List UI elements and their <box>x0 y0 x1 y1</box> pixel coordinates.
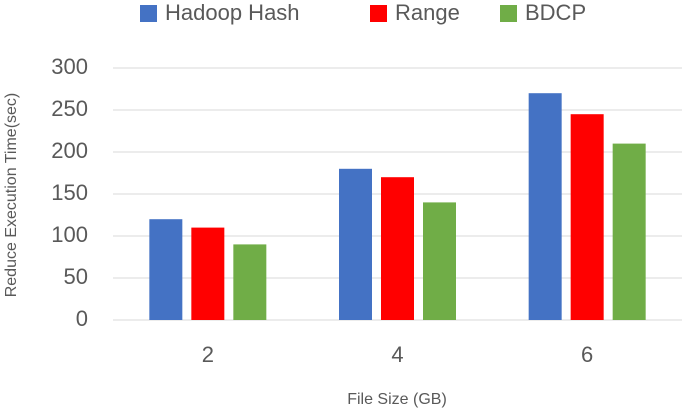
y-tick-label: 250 <box>51 96 88 121</box>
bar <box>149 219 183 320</box>
bar <box>339 168 372 320</box>
y-tick-label: 50 <box>64 264 88 289</box>
y-tick-label: 0 <box>76 306 88 331</box>
x-tick-label: 4 <box>391 342 403 367</box>
legend-swatch <box>500 5 517 22</box>
y-axis-title: Reduce Execution Time(sec) <box>3 93 20 298</box>
y-tick-label: 100 <box>51 222 88 247</box>
x-tick-label: 2 <box>202 342 214 367</box>
legend-label: Range <box>395 0 460 25</box>
bar <box>233 244 267 320</box>
bar <box>570 114 604 320</box>
legend-swatch <box>140 5 157 22</box>
bar <box>423 202 456 320</box>
y-tick-label: 200 <box>51 138 88 163</box>
x-tick-label: 6 <box>581 342 593 367</box>
y-tick-label: 300 <box>51 54 88 79</box>
bar <box>612 143 646 320</box>
y-tick-label: 150 <box>51 180 88 205</box>
bar <box>528 93 562 320</box>
bar <box>381 177 414 320</box>
x-axis-title: File Size (GB) <box>347 391 447 408</box>
legend-label: BDCP <box>525 0 586 25</box>
bar <box>191 227 225 320</box>
legend-swatch <box>370 5 387 22</box>
legend-label: Hadoop Hash <box>165 0 300 25</box>
